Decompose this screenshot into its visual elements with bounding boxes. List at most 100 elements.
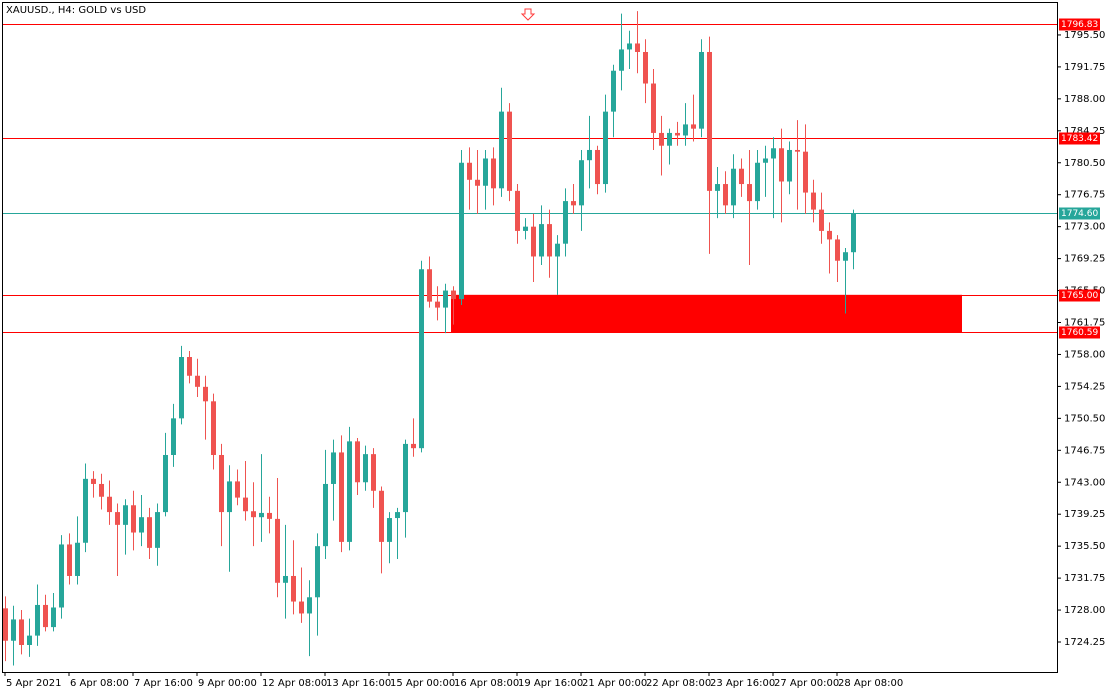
y-tick-label: 1776.75 [1064, 190, 1105, 201]
candle-body [747, 184, 752, 202]
candle-body [59, 544, 64, 608]
candle-body [371, 454, 376, 491]
candle-body [211, 401, 216, 455]
candle-body [275, 518, 280, 583]
candle-body [83, 478, 88, 543]
y-tick-label: 1743.00 [1064, 477, 1105, 488]
candle-body [179, 357, 184, 419]
x-tick-label: 16 Apr 08:00 [454, 678, 519, 689]
y-tick-label: 1731.75 [1064, 573, 1105, 584]
candle-body [523, 226, 528, 231]
candle-body [435, 301, 440, 308]
x-tick-label: 13 Apr 16:00 [326, 678, 391, 689]
candle-body [395, 512, 400, 519]
y-tick-label: 1788.00 [1064, 94, 1105, 105]
zone [451, 294, 962, 333]
candle-body [707, 51, 712, 191]
candle-body [795, 149, 800, 152]
x-tick-label: 6 Apr 08:00 [70, 678, 129, 689]
candle-body [467, 162, 472, 180]
x-tick-label: 22 Apr 08:00 [646, 678, 711, 689]
candle-body [675, 132, 680, 136]
candle-body [115, 512, 120, 525]
level-label: 1760.59 [1061, 328, 1098, 338]
candle-body [547, 224, 552, 257]
candle-body [499, 111, 504, 189]
candle-body [19, 619, 24, 645]
x-tick-label: 7 Apr 16:00 [134, 678, 193, 689]
y-tick-label: 1754.25 [1064, 381, 1105, 392]
candle-body [851, 213, 856, 253]
level-label-box [1059, 18, 1100, 31]
plot-frame [2, 2, 1058, 673]
x-tick-label: 21 Apr 00:00 [582, 678, 647, 689]
candle-body [491, 158, 496, 189]
candle-body [291, 575, 296, 602]
candle-body [235, 481, 240, 498]
candle-body [667, 132, 672, 146]
candle-body [771, 148, 776, 159]
y-tick-label: 1724.25 [1064, 637, 1105, 648]
candle-body [267, 512, 272, 519]
candle-body [691, 124, 696, 129]
candle-body [387, 518, 392, 542]
candle-body [379, 490, 384, 542]
candle-body [827, 230, 832, 240]
y-tick-label: 1784.25 [1064, 126, 1105, 137]
candle-body [459, 162, 464, 300]
candle-body [331, 452, 336, 484]
x-tick-label: 23 Apr 16:00 [710, 678, 775, 689]
candle-body [579, 160, 584, 206]
candle-body [427, 269, 432, 302]
candle-body [699, 51, 704, 129]
level-label-box [1059, 132, 1100, 145]
candle-body [107, 496, 112, 513]
candle-body [531, 226, 536, 257]
candle-body [403, 443, 408, 513]
candle-body [659, 132, 664, 146]
level-label: 1765.00 [1061, 291, 1098, 301]
candle-body [651, 83, 656, 133]
x-tick-label: 5 Apr 2021 [6, 678, 61, 689]
x-tick-label: 12 Apr 08:00 [262, 678, 327, 689]
candle-body [595, 149, 600, 185]
candle-body [835, 239, 840, 261]
level-label-box [1059, 207, 1100, 220]
candle-body [243, 497, 248, 512]
level-label-box [1059, 289, 1100, 302]
candle-body [555, 243, 560, 257]
candle-body [75, 542, 80, 576]
candle-body [251, 511, 256, 518]
y-tick-label: 1795.50 [1064, 30, 1105, 41]
candle-body [43, 604, 48, 628]
candle-body [779, 148, 784, 182]
candle-body [355, 441, 360, 483]
candle-body [475, 179, 480, 186]
candle-body [11, 619, 16, 641]
candle-body [539, 224, 544, 257]
candle-body [603, 111, 608, 185]
candle-body [419, 269, 424, 449]
candle-body [515, 190, 520, 231]
y-tick-label: 1769.25 [1064, 254, 1105, 265]
y-tick-label: 1746.75 [1064, 445, 1105, 456]
candle-body [27, 635, 32, 645]
candle-body [611, 70, 616, 112]
candle-body [683, 124, 688, 136]
y-tick-label: 1735.50 [1064, 541, 1105, 552]
candle-body [347, 441, 352, 542]
candle-body [643, 51, 648, 84]
candle-body [507, 111, 512, 191]
candle-body [203, 386, 208, 402]
candle-body [635, 43, 640, 52]
chart-title: XAUUSD., H4: GOLD vs USD [6, 5, 146, 16]
candle-body [147, 517, 152, 548]
candle-body [227, 481, 232, 513]
x-tick-label: 15 Apr 00:00 [390, 678, 455, 689]
candle-body [363, 454, 368, 483]
candle-body [723, 184, 728, 206]
candle-body [739, 168, 744, 185]
y-tick-label: 1780.50 [1064, 158, 1105, 169]
